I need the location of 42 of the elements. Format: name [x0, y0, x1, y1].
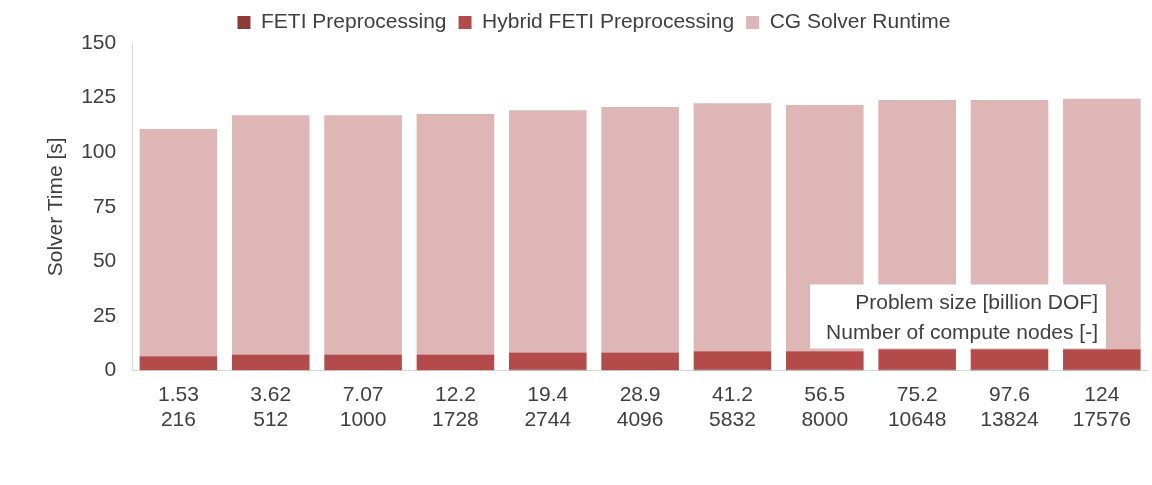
- legend-label: CG Solver Runtime: [769, 9, 951, 33]
- legend-label: FETI Preprocessing: [260, 9, 447, 33]
- x-tick-label: 12.2 1728: [432, 382, 479, 431]
- bar: [878, 349, 956, 370]
- bar: [601, 106, 679, 353]
- bar: [508, 110, 587, 353]
- y-tick-label: 50: [92, 248, 117, 272]
- annotation: Problem size [billion DOF]: [855, 290, 1098, 314]
- y-tick-label: 150: [81, 29, 117, 53]
- x-tick-label: 41.2 5832: [709, 382, 756, 431]
- bar: [139, 129, 218, 357]
- bar: [324, 115, 402, 355]
- y-tick-label: 0: [104, 357, 117, 381]
- bar: [139, 356, 218, 371]
- x-tick-label: 28.9 4096: [616, 382, 664, 431]
- x-tick-label: 7.07 1000: [339, 382, 387, 431]
- bar: [786, 351, 864, 370]
- bar: [1063, 349, 1141, 370]
- x-tick-label: 19.4 2744: [524, 382, 572, 431]
- y-axis-title: Solver Time [s]: [43, 137, 67, 277]
- legend-label: Hybrid FETI Preprocessing: [482, 9, 735, 33]
- x-tick-label: 1.53 216: [157, 382, 199, 431]
- bar: [693, 351, 772, 370]
- bar: [324, 354, 402, 371]
- x-tick-label: 124 17576: [1072, 382, 1132, 431]
- y-tick-label: 25: [92, 302, 117, 326]
- x-tick-label: 56.5 8000: [801, 382, 849, 431]
- annotation: Number of compute nodes [-]: [826, 320, 1098, 344]
- bar: [416, 354, 495, 371]
- y-tick-label: 125: [81, 84, 117, 108]
- bar: [508, 352, 587, 370]
- bar: [693, 103, 772, 352]
- x-tick-label: 3.62 512: [250, 382, 292, 431]
- y-tick-label: 100: [81, 139, 117, 162]
- bar: [416, 113, 495, 355]
- y-tick-label: 75: [92, 193, 117, 217]
- bar: [601, 352, 679, 371]
- x-tick-label: 75.2 10648: [887, 382, 947, 431]
- bar: [231, 354, 310, 371]
- x-tick-label: 97.6 13824: [980, 382, 1039, 431]
- bar: [231, 115, 310, 355]
- bar: [970, 349, 1049, 370]
